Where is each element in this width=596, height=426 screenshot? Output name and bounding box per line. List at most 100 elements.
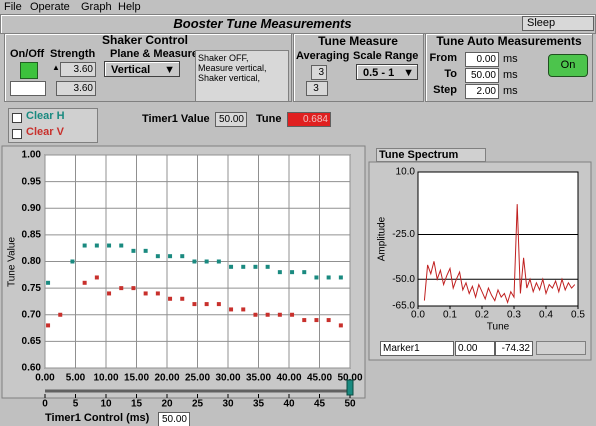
- y-tick-label: 0.60: [22, 363, 42, 374]
- from-input[interactable]: 0.00: [465, 52, 499, 67]
- label: Step: [433, 84, 457, 96]
- data-point: [192, 302, 197, 307]
- data-point: [107, 243, 112, 248]
- menu-item[interactable]: Help: [118, 1, 141, 13]
- data-point: [229, 307, 234, 312]
- data-point: [155, 254, 160, 259]
- checkbox[interactable]: [12, 129, 22, 139]
- y-tick-label: 0.85: [22, 230, 42, 241]
- plane-dropdown[interactable]: Vertical ▼: [104, 61, 180, 77]
- legend: [8, 108, 98, 143]
- label: Plane & Measure: [110, 48, 199, 60]
- slider-value[interactable]: 50.00: [158, 412, 190, 426]
- shaker-panel: [4, 33, 292, 102]
- legend-label: Clear V: [26, 126, 64, 138]
- label: From: [429, 52, 458, 64]
- marker-x[interactable]: 0.00: [455, 341, 495, 356]
- x-tick-label: 0.1: [443, 310, 457, 321]
- data-point: [46, 323, 51, 328]
- label: Averaging: [296, 50, 350, 62]
- data-point: [326, 275, 331, 280]
- data-point: [168, 296, 173, 301]
- x-tick-label: 20.00: [154, 373, 179, 384]
- y-tick-label: -50.0: [392, 274, 415, 285]
- x-tick-label: 0.3: [507, 310, 521, 321]
- data-point: [94, 275, 99, 280]
- label: On/Off: [10, 48, 45, 60]
- data-point: [241, 264, 246, 269]
- timer-readout: 50.00: [215, 112, 247, 127]
- averaging-input[interactable]: 3: [311, 65, 327, 80]
- data-point: [229, 264, 234, 269]
- panel-title: Tune Measure: [318, 34, 398, 48]
- data-point: [46, 280, 51, 285]
- label: Tune: [256, 113, 282, 125]
- data-point: [131, 248, 136, 253]
- unit: ms: [503, 69, 518, 81]
- legend-label: Clear H: [26, 110, 65, 122]
- data-point: [143, 248, 148, 253]
- data-point: [70, 259, 75, 264]
- graph-tools[interactable]: [536, 341, 586, 355]
- on-off-button[interactable]: [20, 62, 38, 79]
- data-point: [216, 302, 221, 307]
- plot-area: [417, 171, 579, 307]
- y-tick-label: -65.0: [392, 301, 415, 312]
- label: Scale Range: [353, 50, 419, 62]
- marker-name[interactable]: Marker1: [380, 341, 454, 356]
- marker-y[interactable]: -74.32: [495, 341, 533, 356]
- y-axis-label: Tune Value: [7, 237, 18, 287]
- x-tick-label: 0.5: [571, 310, 585, 321]
- data-point: [180, 296, 185, 301]
- label: To: [444, 68, 457, 80]
- data-point: [265, 312, 270, 317]
- menu-item[interactable]: Graph: [81, 1, 112, 13]
- y-tick-label: 0.75: [22, 283, 42, 294]
- strength-input[interactable]: 3.60: [60, 62, 96, 77]
- x-tick-label: 25.00: [185, 373, 210, 384]
- data-point: [82, 280, 87, 285]
- data-point: [168, 254, 173, 259]
- menu-item[interactable]: Operate: [30, 1, 70, 13]
- x-tick-label: 0.4: [539, 310, 553, 321]
- data-point: [241, 307, 246, 312]
- scale-dropdown[interactable]: 0.5 - 1 ▼: [356, 64, 418, 80]
- slider-tick-label: 30: [222, 399, 234, 410]
- checkbox[interactable]: [12, 113, 22, 123]
- y-tick-label: 0.65: [22, 336, 42, 347]
- dropdown-arrow: ▼: [403, 67, 414, 79]
- step-input[interactable]: 2.00: [465, 84, 499, 99]
- data-point: [265, 264, 270, 269]
- slider-tick-label: 5: [73, 399, 79, 410]
- page-title: Booster Tune Measurements: [173, 16, 352, 31]
- y-tick-label: 10.0: [396, 167, 416, 178]
- x-tick-label: 35.00: [246, 373, 271, 384]
- x-tick-label: 0.2: [475, 310, 489, 321]
- data-point: [143, 291, 148, 296]
- spectrum-line: [423, 204, 576, 304]
- slider-tick-label: 10: [100, 399, 112, 410]
- to-input[interactable]: 50.00: [465, 68, 499, 83]
- data-point: [107, 291, 112, 296]
- x-tick-label: 50.00: [337, 373, 362, 384]
- data-point: [253, 264, 258, 269]
- slider-tick-label: 20: [161, 399, 173, 410]
- spinner[interactable]: ▲: [52, 63, 60, 72]
- data-point: [302, 270, 307, 275]
- spectrum-tab: [376, 148, 486, 162]
- on-button[interactable]: On: [548, 54, 588, 77]
- data-point: [338, 323, 343, 328]
- x-tick-label: 5.00: [66, 373, 86, 384]
- data-point: [314, 275, 319, 280]
- data-point: [180, 254, 185, 259]
- y-tick-label: 0.95: [22, 176, 42, 187]
- y-tick-label: 0.80: [22, 256, 42, 267]
- y-axis-label: Amplitude: [377, 216, 388, 261]
- dropdown-arrow: ▼: [164, 64, 175, 76]
- tune-readout: 0.684: [287, 112, 331, 127]
- data-point: [253, 312, 258, 317]
- data-point: [277, 270, 282, 275]
- unit: ms: [503, 85, 518, 97]
- menu-item[interactable]: File: [4, 1, 22, 13]
